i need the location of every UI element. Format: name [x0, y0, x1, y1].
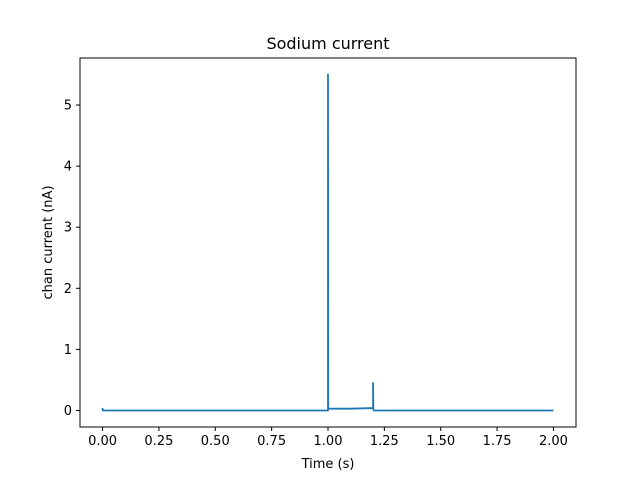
chart-title: Sodium current	[266, 34, 389, 53]
y-tick-label: 0	[64, 404, 72, 419]
x-tick-label: 0.00	[88, 434, 117, 449]
series-line-0	[101, 73, 554, 412]
x-axis-ticks: 0.00 0.25 0.50 0.75 1.00 1.25 1.50 1.75 2.00	[88, 427, 568, 449]
y-tick-label: 2	[64, 282, 72, 297]
y-tick-label: 3	[64, 221, 72, 236]
y-axis-ticks: 0 1 2 3 4 5	[64, 99, 80, 419]
x-tick-label: 1.25	[370, 434, 399, 449]
x-tick-label: 2.00	[539, 434, 568, 449]
axes-frame	[79, 57, 577, 428]
x-tick-label: 0.50	[201, 434, 230, 449]
plot-area	[101, 73, 554, 412]
x-tick-label: 0.75	[257, 434, 286, 449]
x-tick-label: 0.25	[144, 434, 173, 449]
x-tick-label: 1.50	[426, 434, 455, 449]
y-tick-label: 1	[64, 343, 72, 358]
x-tick-label: 1.75	[483, 434, 512, 449]
x-tick-label: 1.00	[314, 434, 343, 449]
y-tick-label: 4	[64, 160, 72, 175]
x-axis-label: Time (s)	[301, 457, 355, 472]
y-tick-label: 5	[64, 99, 72, 114]
y-axis-label: chan current (nA)	[41, 185, 56, 299]
